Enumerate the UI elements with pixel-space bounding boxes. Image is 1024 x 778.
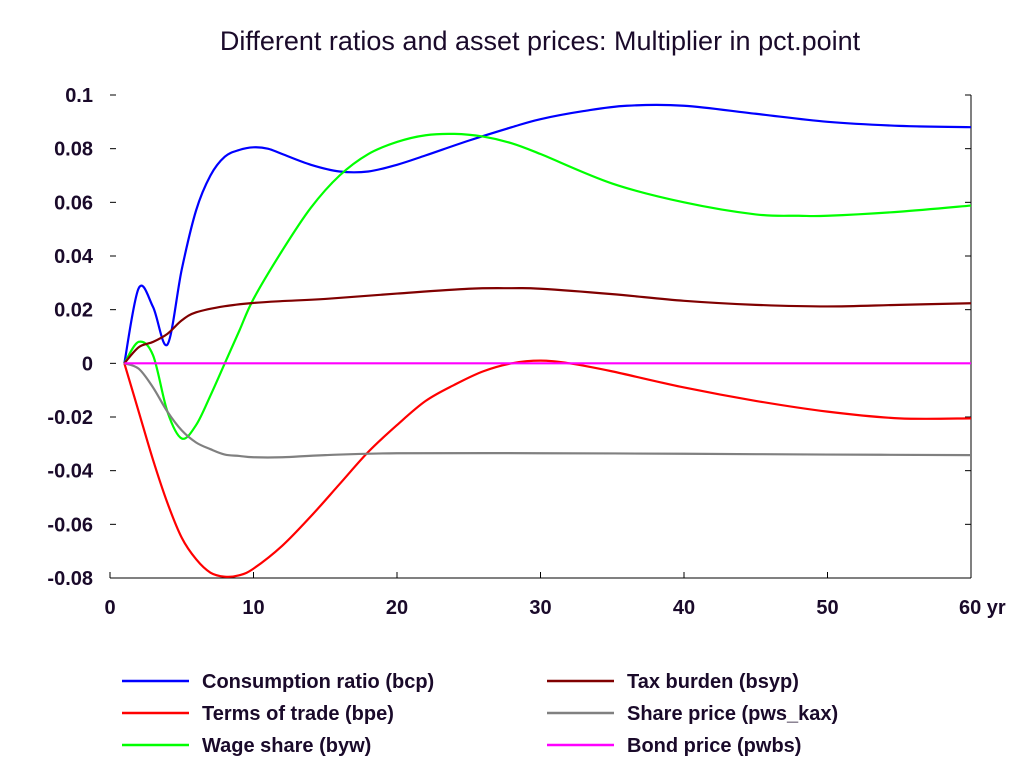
legend-label-wage-share-byw: Wage share (byw) <box>202 735 371 757</box>
x-tick-label: 50 <box>816 597 838 619</box>
y-tick-label: -0.04 <box>47 461 93 483</box>
x-tick-label: 10 <box>242 597 264 619</box>
legend-label-terms-of-trade-bpe: Terms of trade (bpe) <box>202 703 394 725</box>
series-line-share-price-pws-kax <box>123 362 972 459</box>
y-tick-label: -0.08 <box>47 568 93 590</box>
x-tick-label: 0 <box>104 597 115 619</box>
legend-label-bond-price-pwbs: Bond price (pwbs) <box>627 735 801 757</box>
y-tick-label: 0.04 <box>54 246 94 268</box>
axes: 0.1 0.08 0.06 0.04 0.02 0 -0.02 -0.04 -0.06 -0.08… <box>47 85 1006 619</box>
legend: Consumption ratio (bcp) Terms of trade (b… <box>122 671 838 757</box>
series-line-terms-of-trade-bpe <box>123 359 972 578</box>
y-tick-label: 0 <box>82 353 93 375</box>
y-tick-label: -0.06 <box>47 514 93 536</box>
legend-label-share-price-pws-kax: Share price (pws_kax) <box>627 703 838 725</box>
y-tick-label: -0.02 <box>47 407 93 429</box>
x-tick-label: 30 <box>529 597 551 619</box>
plot-lines <box>123 103 972 578</box>
legend-label-consumption-ratio-bcp: Consumption ratio (bcp) <box>202 671 434 693</box>
x-tick-label: 40 <box>673 597 695 619</box>
chart-title: Different ratios and asset prices: Multi… <box>220 26 861 56</box>
y-tick-label: 0.02 <box>54 300 93 322</box>
x-tick-label: 60 yr <box>959 597 1006 619</box>
y-tick-label: 0.08 <box>54 139 93 161</box>
series-line-tax-burden-bsyp <box>123 286 972 365</box>
series-line-wage-share-byw <box>123 132 972 440</box>
legend-label-tax-burden-bsyp: Tax burden (bsyp) <box>627 671 799 693</box>
y-tick-label: 0.06 <box>54 192 93 214</box>
series-line-consumption-ratio-bcp <box>123 103 972 364</box>
x-tick-label: 20 <box>386 597 408 619</box>
y-tick-label: 0.1 <box>65 85 93 107</box>
